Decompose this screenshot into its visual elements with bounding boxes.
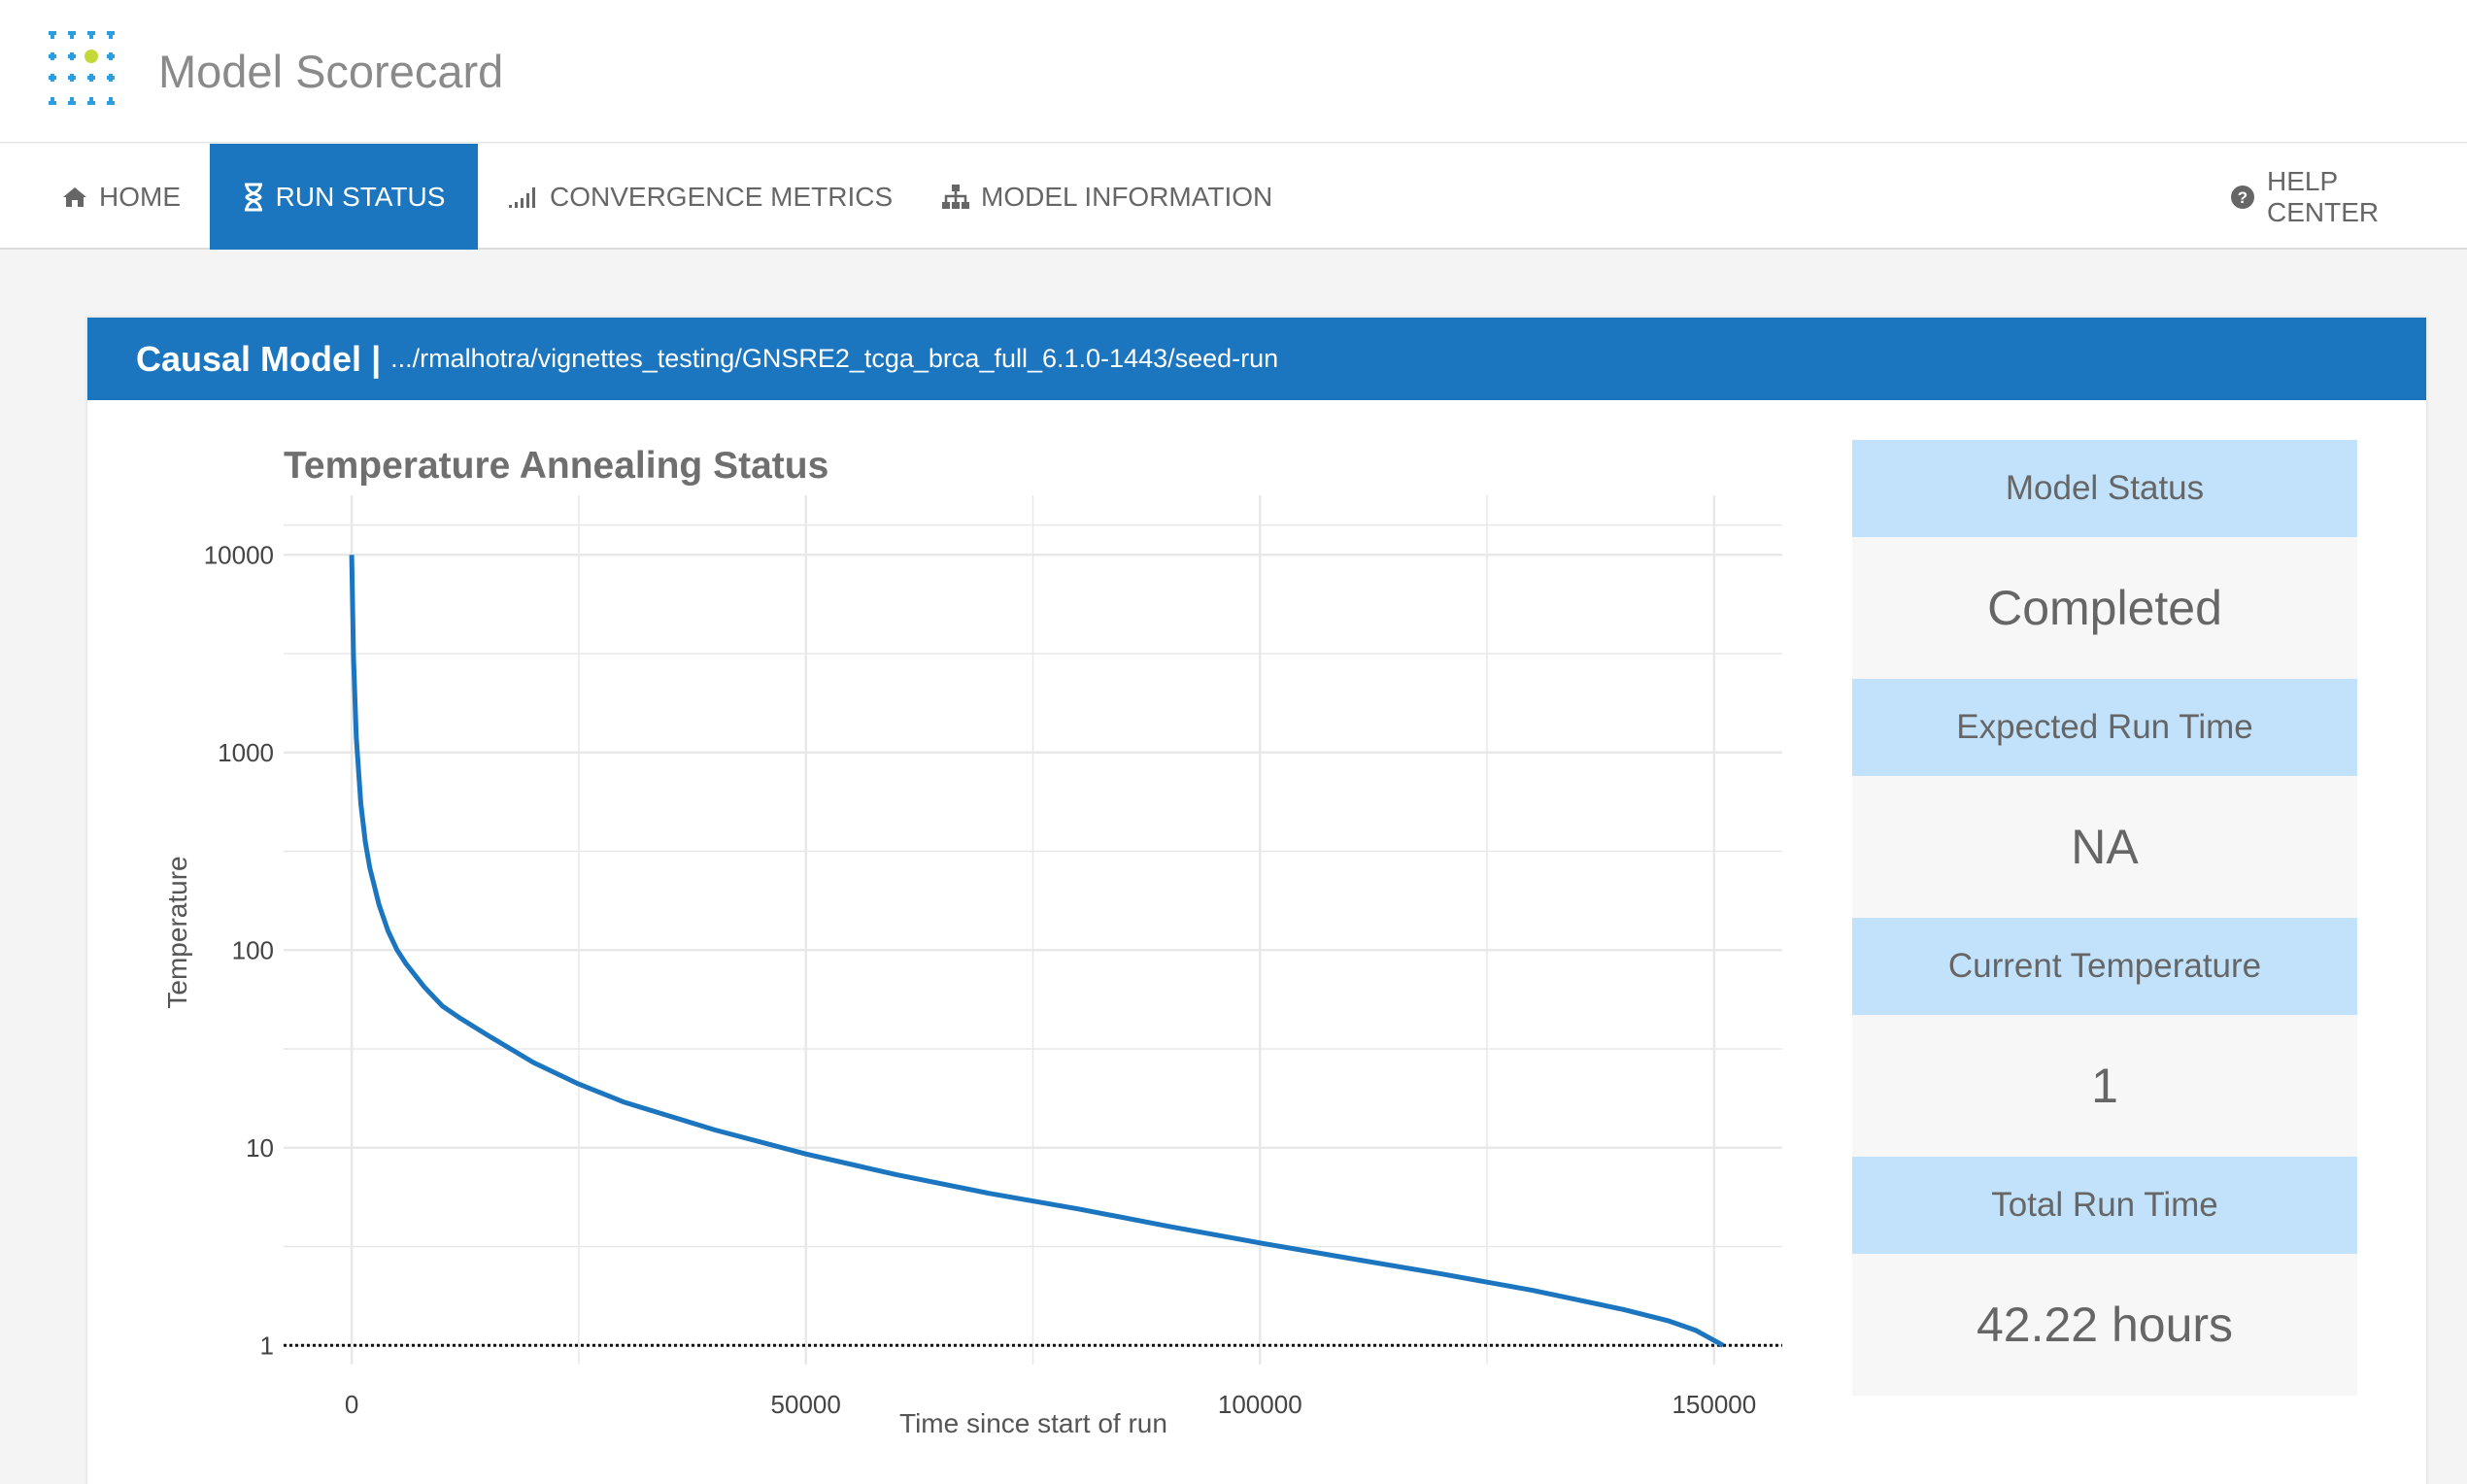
nav-model-information[interactable]: MODEL INFORMATION	[927, 144, 1288, 250]
expected-run-time-value: NA	[1852, 776, 2357, 918]
question-circle-icon: ?	[2230, 185, 2255, 210]
y-tick-label: 100	[232, 935, 274, 964]
panel-title: Causal Model	[136, 338, 362, 379]
nav-model-info-label: MODEL INFORMATION	[981, 181, 1273, 212]
chart-gridlines	[284, 495, 1782, 1365]
model-status-header: Model Status	[1852, 440, 2357, 537]
svg-text:?: ?	[2238, 188, 2247, 207]
panel-header: Causal Model | .../rmalhotra/vignettes_t…	[87, 318, 2426, 400]
home-icon	[62, 186, 87, 208]
status-table: Model Status Completed Expected Run Time…	[1852, 440, 2357, 1396]
main-navbar: HOME RUN STATUS CONVERGENCE METRICS MODE…	[0, 144, 2467, 250]
y-tick-label: 10	[246, 1133, 274, 1163]
current-temperature-value: 1	[1852, 1015, 2357, 1157]
grid-plus-logo[interactable]	[47, 29, 128, 111]
nav-convergence-label: CONVERGENCE METRICS	[550, 181, 894, 212]
temperature-series-line	[349, 555, 1725, 1348]
app-title: Model Scorecard	[158, 46, 504, 97]
y-tick-label: 1000	[218, 738, 274, 767]
hourglass-icon	[243, 183, 264, 212]
nav-run-status[interactable]: RUN STATUS	[210, 144, 478, 250]
x-tick-label: 150000	[1672, 1390, 1756, 1419]
panel-title-separator: |	[371, 338, 382, 379]
nav-help-center[interactable]: ? HELP CENTER	[2214, 144, 2467, 250]
x-axis-label: Time since start of run	[899, 1408, 1167, 1438]
sitemap-icon	[942, 184, 969, 210]
x-tick-label: 100000	[1218, 1390, 1302, 1419]
temperature-chart: 0 50000 100000 150000 1 10 100 1000 10000 Temper…	[162, 445, 1782, 1438]
y-tick-label: 1	[260, 1331, 274, 1360]
y-tick-label: 10000	[204, 540, 274, 569]
chart-tick-labels: 0 50000 100000 150000 1 10 100 1000 10000	[204, 540, 1757, 1419]
chart-title: Temperature Annealing Status	[284, 445, 828, 487]
nav-convergence-metrics[interactable]: CONVERGENCE METRICS	[493, 144, 908, 250]
top-header: Model Scorecard	[0, 0, 2467, 143]
total-run-time-header: Total Run Time	[1852, 1157, 2357, 1254]
x-tick-label: 50000	[771, 1390, 841, 1419]
current-temperature-header: Current Temperature	[1852, 918, 2357, 1015]
y-axis-label: Temperature	[162, 856, 192, 1008]
expected-run-time-header: Expected Run Time	[1852, 679, 2357, 776]
model-status-value: Completed	[1852, 537, 2357, 679]
nav-home[interactable]: HOME	[39, 144, 204, 250]
model-path: .../rmalhotra/vignettes_testing/GNSRE2_t…	[390, 344, 1279, 373]
total-run-time-value: 42.22 hours	[1852, 1254, 2357, 1396]
nav-help-label: HELP CENTER	[2267, 165, 2380, 227]
signal-bars-icon	[509, 186, 538, 208]
nav-home-label: HOME	[99, 181, 181, 212]
x-tick-label: 0	[345, 1390, 358, 1419]
nav-run-status-label: RUN STATUS	[275, 181, 446, 212]
